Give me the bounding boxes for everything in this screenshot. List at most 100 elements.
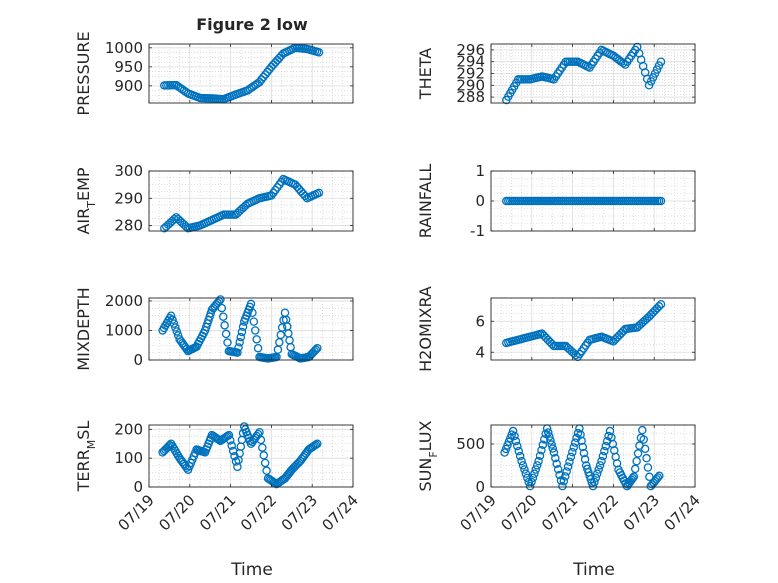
subplot-right-3: 4 6 H2OMIXRA: [416, 286, 696, 372]
x-tick-label: 07/23: [620, 491, 663, 534]
data-point: [181, 222, 191, 231]
axes-box: [148, 170, 354, 232]
data-point: [591, 473, 601, 483]
data-point: [158, 448, 167, 457]
data-point: [313, 439, 322, 448]
data-point: [508, 426, 518, 436]
data-point: [288, 464, 298, 473]
series-markers: [158, 422, 322, 489]
data-point: [311, 345, 321, 354]
data-point: [632, 456, 641, 466]
data-point: [290, 462, 299, 472]
y-tick-label: 292: [456, 65, 485, 83]
data-point: [313, 343, 322, 353]
data-point: [161, 445, 170, 454]
data-point: [576, 430, 585, 439]
data-point: [547, 440, 556, 449]
y-axis-label-subscript: F: [427, 451, 440, 457]
data-point: [520, 465, 529, 474]
data-point: [262, 466, 271, 475]
data-point: [629, 472, 639, 481]
data-point: [593, 469, 602, 478]
data-point: [562, 467, 571, 476]
y-tick-label: 1: [475, 162, 485, 180]
data-point: [652, 65, 662, 74]
data-point: [563, 462, 573, 471]
data-point: [598, 451, 608, 461]
data-point: [300, 191, 310, 201]
axes-box: [148, 424, 354, 488]
data-point: [218, 312, 228, 321]
data-point: [521, 469, 531, 478]
axes-box: [148, 43, 354, 104]
series-markers: [160, 174, 324, 233]
y-tick-label: 2000: [105, 292, 143, 310]
data-point: [535, 451, 545, 460]
data-point: [169, 214, 179, 224]
data-point: [654, 61, 664, 70]
data-point: [579, 448, 589, 458]
data-point: [543, 428, 553, 437]
data-point: [236, 332, 246, 342]
data-point: [538, 440, 548, 450]
data-point: [253, 343, 263, 353]
axes-box: [490, 297, 696, 361]
data-point: [546, 436, 555, 445]
y-axis-label-main: SUN: [416, 458, 435, 492]
data-point: [220, 321, 229, 330]
data-point: [588, 481, 598, 491]
y-tick-label: 290: [114, 189, 143, 207]
data-point: [545, 432, 554, 441]
y-tick-label: 200: [114, 420, 143, 438]
subplot-right-2: -1 0 1 RAINFALL: [416, 162, 696, 240]
x-tick-label: 07/19: [115, 491, 158, 534]
data-point: [260, 458, 270, 468]
data-point: [594, 465, 603, 474]
data-point: [214, 435, 224, 445]
x-tick-label: 07/21: [538, 491, 581, 534]
data-point: [619, 58, 628, 68]
data-point: [640, 444, 650, 454]
data-point: [600, 446, 609, 456]
data-point: [569, 443, 578, 452]
y-axis-label: RAINFALL: [416, 164, 435, 239]
y-tick-label: 4: [475, 343, 485, 361]
data-point: [560, 472, 570, 481]
data-point: [558, 481, 567, 491]
y-tick-label: 1000: [105, 321, 143, 339]
y-axis-label-main: TERR: [74, 449, 93, 492]
data-point: [537, 446, 546, 455]
data-point: [525, 481, 535, 491]
data-point: [287, 465, 297, 474]
data-point: [656, 196, 666, 206]
data-point: [515, 451, 525, 461]
y-tick-label: 1000: [105, 39, 143, 57]
y-tick-label: 296: [456, 41, 485, 59]
data-point: [238, 322, 248, 332]
data-point: [159, 446, 169, 456]
y-tick-label: 500: [456, 435, 485, 453]
y-tick-label: 280: [114, 217, 143, 235]
data-point: [518, 461, 528, 470]
y-tick-label: 950: [114, 58, 143, 76]
data-point: [597, 456, 606, 466]
data-point: [571, 350, 580, 360]
data-point: [172, 327, 182, 336]
data-point: [530, 469, 539, 478]
data-point: [510, 431, 519, 441]
data-point: [226, 436, 235, 445]
data-point: [650, 69, 660, 78]
data-point: [511, 436, 521, 446]
data-point: [628, 473, 637, 483]
data-point: [553, 465, 563, 474]
series-markers: [500, 424, 664, 491]
data-point: [566, 452, 576, 462]
data-point: [311, 440, 321, 449]
data-point: [552, 459, 561, 468]
y-axis-label: PRESSURE: [74, 31, 93, 115]
